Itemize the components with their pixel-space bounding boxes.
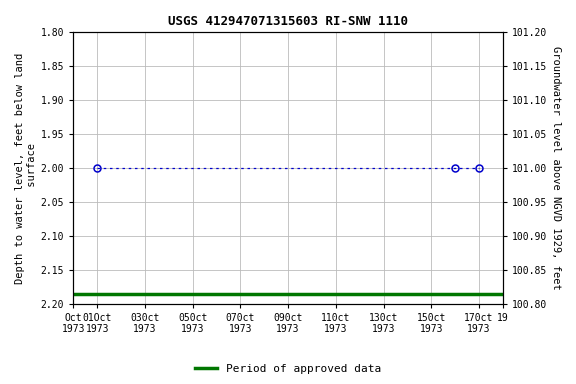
Y-axis label: Depth to water level, feet below land
 surface: Depth to water level, feet below land su… [15,52,37,283]
Y-axis label: Groundwater level above NGVD 1929, feet: Groundwater level above NGVD 1929, feet [551,46,561,290]
Legend: Period of approved data: Period of approved data [191,359,385,379]
Title: USGS 412947071315603 RI-SNW 1110: USGS 412947071315603 RI-SNW 1110 [168,15,408,28]
